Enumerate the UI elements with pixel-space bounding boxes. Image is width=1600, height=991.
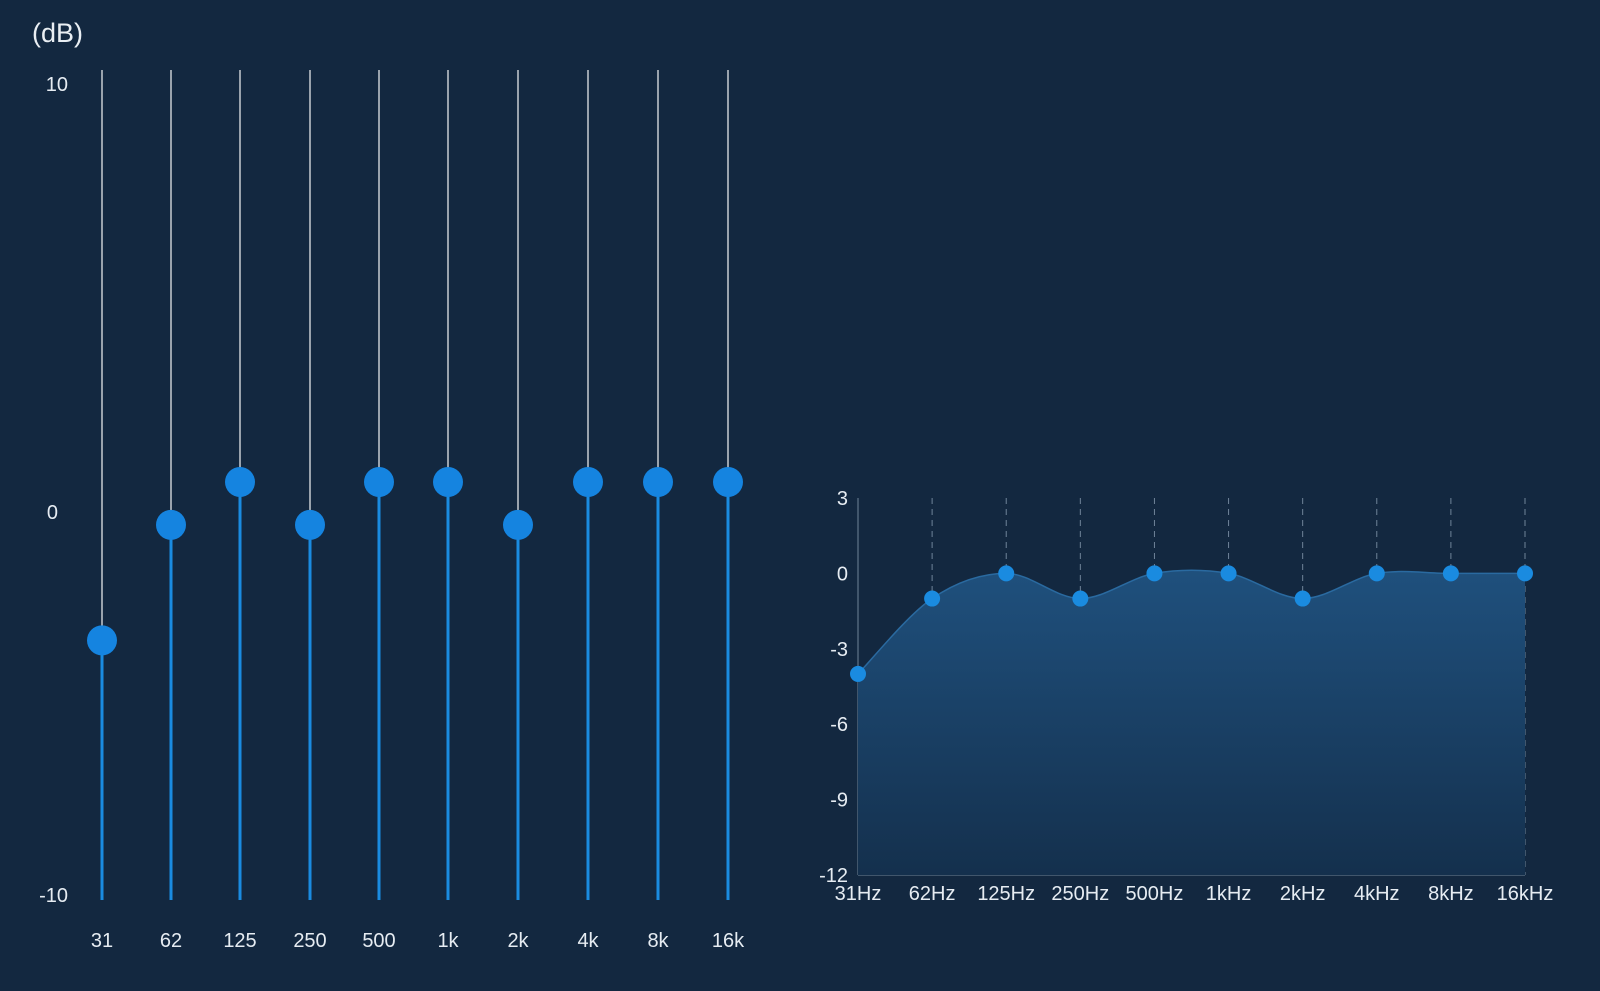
x-tick-label: 500Hz <box>1126 883 1184 905</box>
y-tick-label: -6 <box>830 714 848 736</box>
band-label: 62 <box>160 930 182 952</box>
y-tick-label: -9 <box>830 790 848 812</box>
slider-knob[interactable] <box>433 467 463 498</box>
x-tick-label: 125Hz <box>977 883 1035 905</box>
x-tick-label: 250Hz <box>1051 883 1109 905</box>
db-min-label: -10 <box>39 885 68 907</box>
response-area <box>858 570 1525 875</box>
chart-x-ticks: 31Hz 62Hz 125Hz 250Hz 500Hz 1kHz 2kHz 4kHz 8kHz 1… <box>835 883 1554 905</box>
eq-slider-62[interactable]: 62 <box>156 70 186 952</box>
slider-knob[interactable] <box>503 509 533 540</box>
eq-slider-8k[interactable]: 8k <box>643 70 673 952</box>
data-point-16kHz <box>1517 565 1533 582</box>
eq-slider-4k[interactable]: 4k <box>573 70 603 952</box>
x-tick-label: 1kHz <box>1206 883 1252 905</box>
band-label: 250 <box>293 930 326 952</box>
slider-knob[interactable] <box>87 625 117 656</box>
y-tick-label: -12 <box>819 865 848 887</box>
x-tick-label: 2kHz <box>1280 883 1326 905</box>
eq-slider-250[interactable]: 250 <box>293 70 327 952</box>
y-tick-label: 0 <box>837 563 848 585</box>
chart-points <box>850 565 1533 682</box>
eq-slider-500[interactable]: 500 <box>362 70 396 952</box>
db-zero-label: 0 <box>47 502 58 524</box>
band-label: 2k <box>507 930 529 952</box>
db-max-label: 10 <box>46 74 68 96</box>
y-tick-label: 3 <box>837 488 848 510</box>
x-tick-label: 16kHz <box>1497 883 1554 905</box>
data-point-4kHz <box>1368 565 1385 582</box>
x-tick-label: 62Hz <box>909 883 956 905</box>
eq-slider-2k[interactable]: 2k <box>503 70 533 952</box>
band-label: 4k <box>577 930 599 952</box>
eq-slider-31[interactable]: 31 <box>87 70 117 952</box>
data-point-2kHz <box>1294 590 1311 607</box>
slider-knob[interactable] <box>295 509 325 540</box>
response-line <box>857 569 1525 675</box>
data-point-125Hz <box>998 565 1015 582</box>
slider-knob[interactable] <box>573 467 603 498</box>
data-point-250Hz <box>1072 590 1089 607</box>
eq-slider-125[interactable]: 125 <box>223 70 257 952</box>
eq-slider-1k[interactable]: 1k <box>433 70 463 952</box>
slider-knob[interactable] <box>364 467 394 498</box>
slider-knob[interactable] <box>643 467 673 498</box>
data-point-1kHz <box>1220 565 1237 582</box>
chart-grid <box>857 498 1526 876</box>
x-tick-label: 4kHz <box>1354 883 1400 905</box>
band-label: 500 <box>362 930 395 952</box>
eq-slider-16k[interactable]: 16k <box>712 70 745 952</box>
band-label: 8k <box>647 930 669 952</box>
data-point-500Hz <box>1146 565 1163 582</box>
band-label: 1k <box>437 930 459 952</box>
x-tick-label: 8kHz <box>1428 883 1474 905</box>
db-unit-label: (dB) <box>32 18 83 48</box>
slider-equalizer: (dB) 10 0 -10 31 62 125 250 500 1k 2k 4k 8k 16k <box>32 18 745 952</box>
chart-y-ticks: 3 0 -3 -6 -9 -12 <box>819 488 848 887</box>
slider-knob[interactable] <box>225 467 255 498</box>
data-point-8kHz <box>1442 565 1459 582</box>
data-point-31Hz <box>850 665 866 682</box>
slider-knob[interactable] <box>713 467 743 498</box>
band-label: 16k <box>712 930 745 952</box>
band-label: 31 <box>91 930 113 952</box>
band-label: 125 <box>223 930 256 952</box>
eq-sliders: 31 62 125 250 500 1k 2k 4k 8k 16k <box>87 70 745 952</box>
y-tick-label: -3 <box>830 639 848 661</box>
slider-knob[interactable] <box>156 509 186 540</box>
data-point-62Hz <box>924 590 941 607</box>
x-tick-label: 31Hz <box>835 883 882 905</box>
